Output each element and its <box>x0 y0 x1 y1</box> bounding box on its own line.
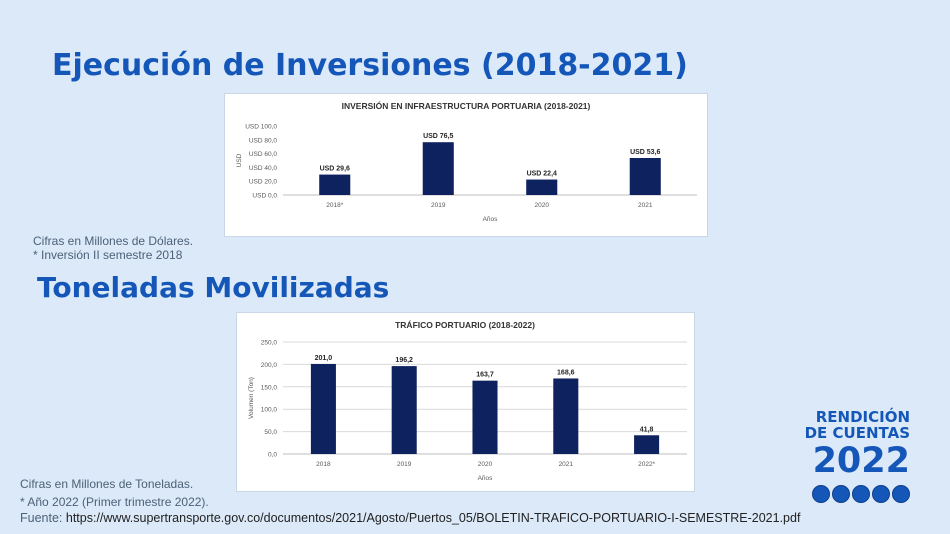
traffic-chart-card: TRÁFICO PORTUARIO (2018-2022) 0,0 50,0 100,… <box>236 312 695 492</box>
bar-2021 <box>629 158 661 195</box>
data-label: 168,6 <box>557 369 575 376</box>
x-tick-label: 2019 <box>397 461 412 468</box>
traffic-units-note: Cifras en Millones de Toneladas. <box>20 477 194 491</box>
y-tick-label: USD 20,0 <box>249 179 278 186</box>
bar-2021 <box>553 378 579 454</box>
data-label: USD 76,5 <box>423 133 453 140</box>
plane-icon <box>812 485 830 503</box>
x-tick-label: 2019 <box>431 202 446 209</box>
chart-title: TRÁFICO PORTUARIO (2018-2022) <box>395 320 535 330</box>
y-axis-label: Volumen (Ton) <box>248 377 255 419</box>
bar-2022* <box>634 435 660 454</box>
section-title-inversiones: Ejecución de Inversiones (2018-2021) <box>52 48 688 83</box>
traffic-bar-chart: TRÁFICO PORTUARIO (2018-2022) 0,0 50,0 100,… <box>248 320 687 482</box>
investment-units-note: Cifras en Millones de Dólares. <box>33 234 194 248</box>
logo-line2: DE CUENTAS <box>804 424 910 442</box>
y-tick-label: USD 100,0 <box>245 124 277 131</box>
data-label: 196,2 <box>395 357 413 364</box>
x-tick-label: 2020 <box>478 461 493 468</box>
waves-icon <box>892 485 910 503</box>
y-tick-label: 150,0 <box>261 384 278 391</box>
traffic-footnote: * Año 2022 (Primer trimestre 2022). <box>20 495 209 509</box>
y-tick-label: 250,0 <box>261 340 278 347</box>
logo-line1: RENDICIÓN <box>815 408 910 426</box>
bar-2019 <box>422 142 454 195</box>
y-tick-label: USD 0,0 <box>252 193 277 200</box>
data-label: USD 22,4 <box>527 171 557 178</box>
bar-2020 <box>472 380 498 454</box>
data-label: 201,0 <box>315 355 333 362</box>
y-tick-label: 100,0 <box>261 407 278 414</box>
ship-icon <box>872 485 890 503</box>
y-tick-label: 50,0 <box>264 429 277 436</box>
bar-2020 <box>526 179 558 195</box>
x-tick-label: 2018* <box>326 202 343 209</box>
x-axis-label: Años <box>478 475 494 482</box>
y-tick-label: 0,0 <box>268 452 277 459</box>
source-line: Fuente: https://www.supertransporte.gov.… <box>20 511 800 525</box>
y-tick-label: USD 80,0 <box>249 137 278 144</box>
train-icon <box>852 485 870 503</box>
y-tick-label: USD 60,0 <box>249 151 278 158</box>
data-label: 41,8 <box>640 426 654 433</box>
data-label: USD 29,6 <box>320 166 350 173</box>
source-url: https://www.supertransporte.gov.co/docum… <box>65 511 801 525</box>
x-tick-label: 2022* <box>638 461 655 468</box>
logo-icons <box>800 485 910 503</box>
x-tick-label: 2018 <box>316 461 331 468</box>
x-axis-label: Años <box>483 216 499 223</box>
chart-title: INVERSIÓN EN INFRAESTRUCTURA PORTUARIA (… <box>342 100 591 111</box>
investment-bar-chart: INVERSIÓN EN INFRAESTRUCTURA PORTUARIA (… <box>236 100 697 223</box>
logo-year: 2022 <box>812 441 910 481</box>
source-label: Fuente: <box>20 511 63 525</box>
y-tick-label: USD 40,0 <box>249 165 278 172</box>
data-label: USD 53,6 <box>630 149 660 156</box>
x-tick-label: 2020 <box>535 202 550 209</box>
y-tick-label: 200,0 <box>261 362 278 369</box>
bar-2018* <box>319 174 351 195</box>
data-label: 163,7 <box>476 372 494 379</box>
truck-icon <box>832 485 850 503</box>
investment-footnote: * Inversión II semestre 2018 <box>33 248 183 262</box>
rendicion-cuentas-logo: RENDICIÓN DE CUENTAS 2022 <box>800 409 910 503</box>
section-title-toneladas: Toneladas Movilizadas <box>37 271 390 304</box>
bar-2018 <box>310 363 336 454</box>
x-tick-label: 2021 <box>559 461 574 468</box>
y-axis-label: USD <box>236 153 243 167</box>
investment-chart-card: INVERSIÓN EN INFRAESTRUCTURA PORTUARIA (… <box>224 93 708 237</box>
x-tick-label: 2021 <box>638 202 653 209</box>
bar-2019 <box>391 366 417 454</box>
